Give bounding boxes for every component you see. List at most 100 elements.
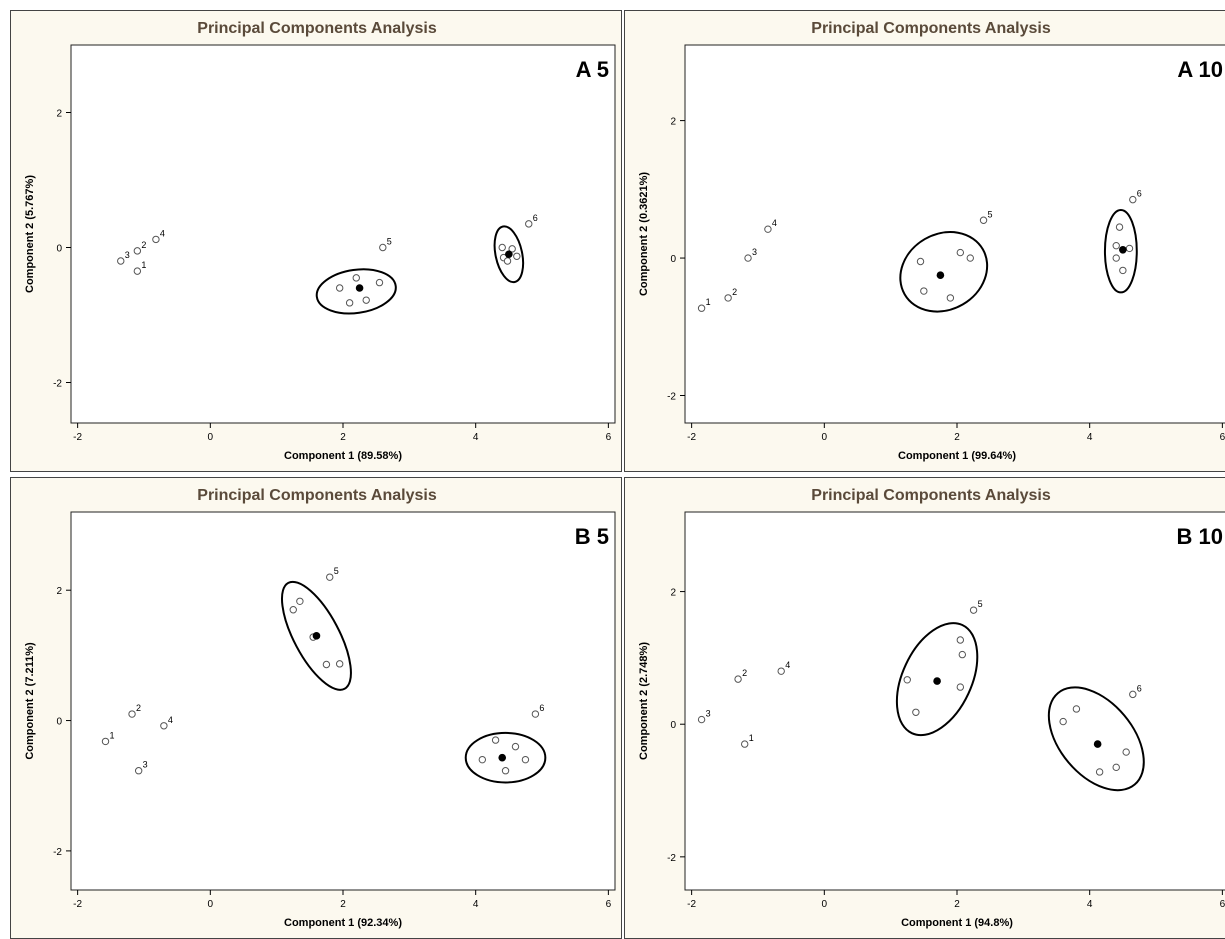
chart-svg: Principal Components Analysis B 5 -2 0 2 4 6 -2… — [24, 487, 616, 929]
y-tick-label: 2 — [670, 117, 676, 128]
x-tick-label: 4 — [1087, 899, 1093, 910]
y-tick-label: -2 — [667, 392, 676, 403]
group-point — [335, 284, 344, 292]
x-tick-label: 0 — [822, 432, 828, 443]
y-axis-label: Component 2 (5.767%) — [24, 175, 36, 293]
x-axis-label: Component 1 (99.64%) — [898, 450, 1016, 462]
x-tick-label: 6 — [606, 899, 612, 910]
y-tick-label: 2 — [670, 588, 676, 599]
group-ellipse — [1103, 208, 1138, 294]
group-point — [375, 278, 384, 287]
group-point — [491, 736, 500, 744]
group-point — [903, 676, 911, 684]
labeled-point — [326, 573, 334, 581]
x-tick-label: -2 — [687, 899, 696, 910]
group-point — [1122, 748, 1130, 756]
point-label: 1 — [706, 297, 711, 307]
x-tick-label: 2 — [954, 899, 960, 910]
centroid-point — [933, 677, 941, 685]
centroid-point — [936, 271, 945, 280]
group-point — [513, 252, 521, 260]
labeled-point — [160, 722, 168, 730]
group-point — [1112, 254, 1120, 262]
point-label: 3 — [706, 709, 711, 719]
group-ellipse — [899, 231, 989, 313]
point-label: 2 — [732, 287, 737, 297]
centroid-point — [1093, 740, 1102, 748]
group-point — [916, 257, 925, 266]
x-tick-label: 4 — [473, 899, 479, 910]
labeled-point — [531, 710, 540, 718]
group-point — [335, 660, 344, 668]
labeled-point — [379, 243, 387, 252]
y-tick-label: 0 — [670, 254, 676, 265]
group-point — [296, 597, 304, 605]
chart-title: Principal Components Analysis — [811, 487, 1051, 504]
x-axis-label: Component 1 (94.8%) — [901, 917, 1013, 929]
x-tick-label: 6 — [1220, 432, 1225, 443]
group-point — [1112, 763, 1120, 772]
labeled-point — [134, 767, 143, 775]
x-tick-label: 6 — [1220, 899, 1225, 910]
point-label: 3 — [143, 760, 148, 770]
labeled-point — [697, 715, 706, 724]
point-label: 4 — [785, 660, 790, 670]
labeled-point — [128, 710, 136, 718]
labeled-point — [969, 606, 978, 614]
pca-panel-a10: Principal Components Analysis A 10 -2 0 2 4 6 -… — [624, 10, 1225, 472]
chart-title: Principal Components Analysis — [197, 20, 437, 37]
group-point — [958, 650, 967, 659]
point-label: 3 — [125, 250, 130, 260]
pca-panel-a5: Principal Components Analysis A 5 -2 0 2 4 6 -2… — [10, 10, 622, 472]
point-label: 6 — [1137, 683, 1142, 693]
labeled-point — [117, 257, 125, 265]
centroid-point — [312, 632, 321, 640]
panel-label: B 10 — [1177, 524, 1223, 549]
labeled-point — [101, 737, 110, 746]
group-point — [920, 287, 928, 295]
chart-svg: Principal Components Analysis B 10 -2 0 2 4 6 -… — [638, 487, 1225, 929]
labeled-point — [133, 247, 142, 255]
group-ellipse — [315, 268, 397, 315]
labeled-point — [697, 304, 706, 312]
pca-panel-b5: Principal Components Analysis B 5 -2 0 2 4 6 -2… — [10, 477, 622, 939]
point-label: 1 — [109, 730, 114, 740]
group-point — [1125, 244, 1134, 253]
plot-area — [70, 44, 616, 424]
x-tick-label: 2 — [340, 432, 346, 443]
point-label: 5 — [334, 566, 339, 576]
point-label: 2 — [742, 668, 747, 678]
x-tick-label: -2 — [687, 432, 696, 443]
group-ellipse — [464, 731, 547, 784]
panel-label: A 10 — [1177, 57, 1223, 82]
group-point — [956, 248, 965, 257]
group-point — [1115, 223, 1124, 231]
y-tick-label: -2 — [667, 853, 676, 864]
group-ellipse — [280, 580, 352, 691]
x-tick-label: 0 — [822, 899, 828, 910]
plot-area — [70, 511, 616, 891]
x-tick-label: 0 — [208, 899, 214, 910]
y-tick-label: -2 — [53, 847, 62, 858]
centroid-point — [505, 250, 513, 259]
point-label: 5 — [387, 237, 392, 247]
labeled-point — [152, 235, 160, 244]
point-label: 6 — [539, 703, 544, 713]
chart-svg: Principal Components Analysis A 10 -2 0 2 4 6 -… — [638, 20, 1225, 462]
labeled-point — [741, 740, 749, 748]
group-ellipse — [1047, 686, 1145, 792]
group-point — [498, 243, 506, 252]
x-tick-label: 2 — [954, 432, 960, 443]
point-label: 2 — [141, 240, 146, 250]
y-axis-label: Component 2 (2.748%) — [638, 642, 650, 760]
y-tick-label: 2 — [56, 109, 62, 120]
y-axis-label: Component 2 (0.3621%) — [638, 172, 650, 296]
point-label: 1 — [141, 260, 146, 270]
labeled-point — [744, 254, 752, 262]
panel-label: A 5 — [576, 57, 609, 82]
labeled-point — [777, 667, 785, 675]
group-point — [1059, 717, 1067, 726]
x-tick-label: 2 — [340, 899, 346, 910]
group-ellipse — [895, 622, 979, 737]
